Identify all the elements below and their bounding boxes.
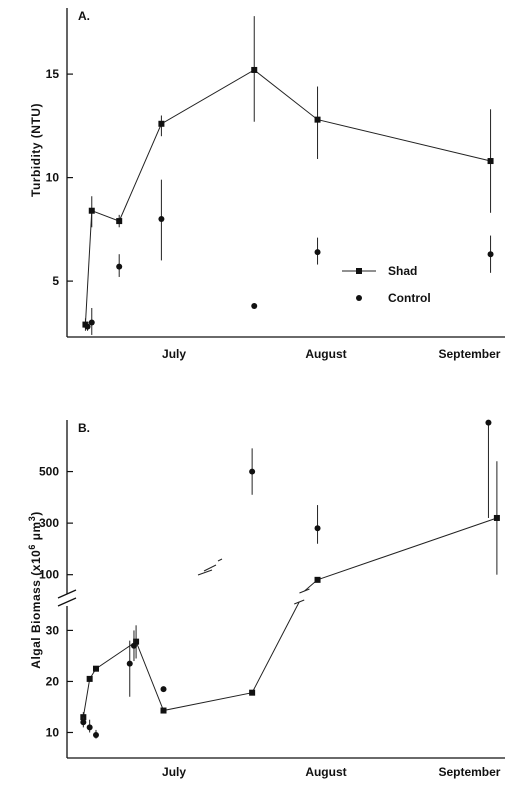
point-control (314, 249, 321, 256)
line-break-tick (299, 588, 310, 594)
panel-a-y-ticks: 5 10 15 (46, 67, 73, 288)
panel-a-legend: Shad Control (342, 264, 431, 305)
ylabel-part: Algal Biomass (x10 (29, 550, 43, 669)
gap-dash (203, 564, 217, 572)
point-control (130, 642, 137, 649)
point-control (485, 419, 492, 426)
point-control (116, 263, 123, 270)
panel-a-x-ticks: July August September (162, 347, 501, 361)
y-tick-label: 300 (39, 516, 59, 530)
point-shad (133, 638, 140, 645)
point-shad (92, 665, 99, 672)
x-month-label: August (305, 347, 346, 361)
point-control (251, 302, 258, 309)
axis-break-mark-top (57, 589, 77, 599)
panel-b-label: B. (78, 421, 90, 435)
x-month-label: September (438, 765, 500, 779)
legend-control-marker (356, 295, 362, 301)
y-tick-label: 500 (39, 465, 59, 479)
gap-dash (217, 558, 223, 562)
legend-control-label: Control (388, 291, 431, 305)
point-control (80, 719, 87, 726)
point-shad (251, 66, 258, 73)
panel-b-algal-biomass: B. Algal Biomass (x106 μm3) 10 20 30 100 300… (27, 419, 505, 779)
point-control (84, 323, 91, 330)
point-shad (314, 116, 321, 123)
x-month-label: September (438, 347, 500, 361)
panel-b-y-label: Algal Biomass (x106 μm3) (27, 511, 43, 668)
point-control (126, 660, 133, 667)
point-control (314, 525, 321, 532)
series-line-shad (84, 69, 491, 325)
panel-b-line-breaks (197, 558, 310, 605)
panel-a-turbidity: A. Turbidity (NTU) 5 10 15 July August Septe… (29, 8, 505, 361)
point-shad (249, 689, 256, 696)
gap-dash (197, 569, 213, 576)
x-month-label: July (162, 347, 186, 361)
y-tick-label: 15 (46, 67, 60, 81)
panel-a-y-label: Turbidity (NTU) (29, 103, 43, 197)
ylabel-part: ) (29, 511, 43, 516)
point-control (487, 251, 494, 258)
ylabel-exponent-3: 3 (27, 516, 37, 522)
panel-a-marks (82, 16, 494, 335)
panel-b-y-ticks: 10 20 30 100 300 500 (39, 465, 73, 739)
y-tick-label: 100 (39, 568, 59, 582)
x-month-label: July (162, 765, 186, 779)
y-tick-label: 20 (46, 674, 60, 688)
point-control (158, 216, 165, 223)
axis-break-mark-bottom (57, 597, 77, 607)
point-control (86, 724, 93, 731)
y-tick-label: 30 (46, 623, 60, 637)
point-control (249, 468, 256, 475)
line-break-tick (294, 599, 305, 605)
panel-b-marks (80, 419, 500, 739)
point-control (92, 732, 99, 739)
series-line-shad (82, 517, 498, 718)
point-shad (86, 675, 93, 682)
legend-shad-marker (356, 268, 362, 274)
y-tick-label: 10 (46, 725, 60, 739)
point-shad (158, 120, 165, 127)
point-shad (88, 207, 95, 214)
point-control (88, 319, 95, 326)
point-control (160, 686, 167, 693)
ylabel-exponent-6: 6 (27, 544, 37, 550)
point-shad (160, 707, 167, 714)
ylabel-part: μm (29, 521, 43, 544)
point-shad (487, 158, 494, 165)
y-tick-label: 5 (52, 274, 59, 288)
legend-shad-label: Shad (388, 264, 417, 278)
point-shad (314, 576, 321, 583)
y-tick-label: 10 (46, 171, 60, 185)
x-month-label: August (305, 765, 346, 779)
panel-a-label: A. (78, 9, 90, 23)
point-shad (493, 514, 500, 521)
point-shad (116, 218, 123, 225)
panel-b-x-ticks: July August September (162, 765, 501, 779)
